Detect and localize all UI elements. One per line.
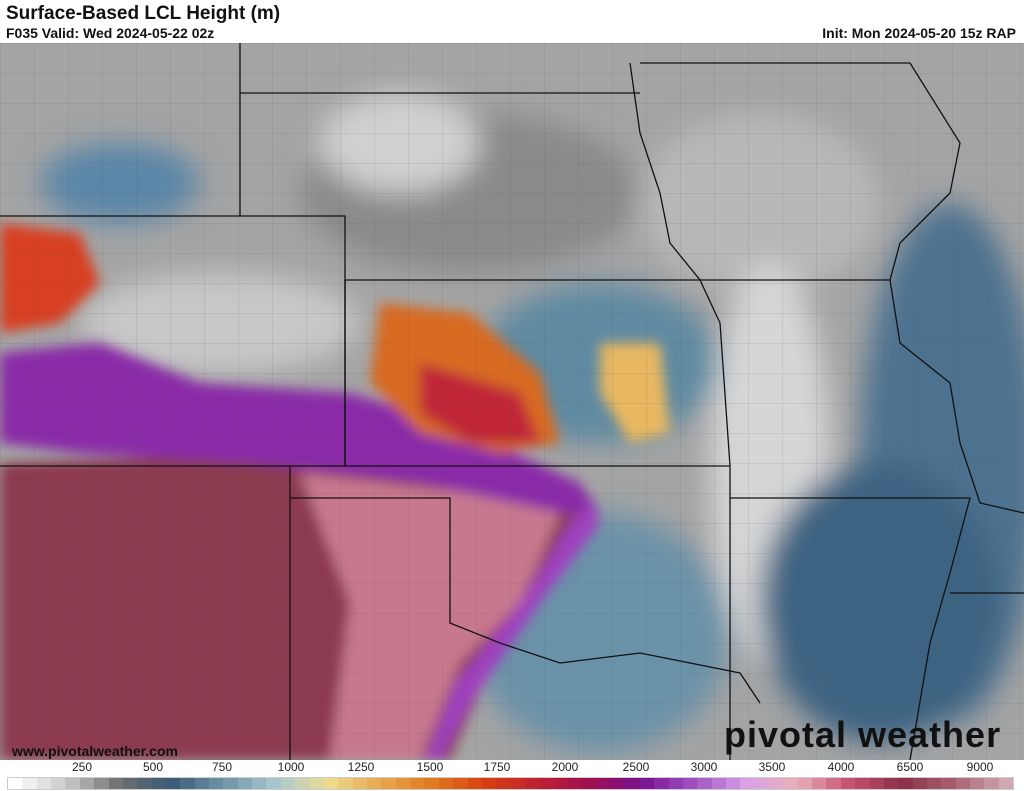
colorbar-swatch: [309, 778, 324, 789]
colorbar-swatch: [481, 778, 497, 789]
colorbar-swatch: [395, 778, 411, 789]
colorbar-swatch: [51, 778, 66, 789]
colorbar-swatch: [898, 778, 913, 789]
colorbar-swatch: [94, 778, 109, 789]
colorbar-swatch: [984, 778, 999, 789]
colorbar-labels: 250 500 750 1000 1250 1500 1750 2000 250…: [0, 760, 1024, 776]
chart-title: Surface-Based LCL Height (m): [6, 3, 281, 24]
colorbar-swatch: [252, 778, 267, 789]
colorbar-swatch: [453, 778, 468, 789]
colorbar-swatch: [79, 778, 95, 789]
colorbar-swatch: [137, 778, 152, 789]
colorbar-tick: 500: [142, 760, 164, 774]
colorbar-swatch: [826, 778, 841, 789]
colorbar-swatch: [122, 778, 138, 789]
colorbar-swatch: [840, 778, 856, 789]
colorbar-swatch: [883, 778, 899, 789]
site-url: www.pivotalweather.com: [12, 743, 178, 759]
colorbar-swatch: [366, 778, 382, 789]
colorbar-swatch: [711, 778, 726, 789]
colorbar-swatch: [970, 778, 985, 789]
colorbar-swatch: [998, 778, 1014, 789]
colorbar-swatch: [869, 778, 884, 789]
colorbar-swatch: [582, 778, 597, 789]
colorbar-swatch: [524, 778, 540, 789]
colorbar-swatch: [611, 778, 626, 789]
colorbar-tick: 1250: [347, 760, 375, 774]
colorbar-swatch: [65, 778, 80, 789]
colorbar-swatch: [510, 778, 525, 789]
colorbar-swatch: [338, 778, 353, 789]
colorbar-tick: 1500: [416, 760, 444, 774]
colorbar-swatch: [108, 778, 123, 789]
colorbar-swatch: [151, 778, 166, 789]
colorbar-swatch: [927, 778, 942, 789]
colorbar-swatch: [180, 778, 195, 789]
colorbar-swatch: [36, 778, 52, 789]
colorbar-swatch: [194, 778, 210, 789]
colorbar-swatch: [654, 778, 669, 789]
colorbar-swatch: [553, 778, 569, 789]
colorbar-swatch: [955, 778, 971, 789]
colorbar-tick: 2000: [551, 760, 579, 774]
colorbar-swatch: [596, 778, 612, 789]
colorbar-swatch: [682, 778, 698, 789]
colorbar-swatch: [209, 778, 224, 789]
colorbar-swatch: [280, 778, 296, 789]
colorbar-swatch: [266, 778, 281, 789]
colorbar-swatch: [467, 778, 482, 789]
colorbar-swatch: [295, 778, 310, 789]
colorbar-swatch: [941, 778, 956, 789]
colorbar-swatch: [855, 778, 870, 789]
colorbar-swatch: [22, 778, 37, 789]
valid-time: F035 Valid: Wed 2024-05-22 02z: [6, 25, 215, 41]
colorbar-swatch: [496, 778, 511, 789]
colorbar-swatch: [639, 778, 655, 789]
colorbar-tick: 1750: [483, 760, 511, 774]
colorbar-swatch: [812, 778, 827, 789]
colorbar-tick: 6500: [896, 760, 924, 774]
colorbar-tick: 750: [211, 760, 233, 774]
colorbar-swatch: [797, 778, 813, 789]
state-borders: [0, 43, 1024, 760]
colorbar-swatch: [668, 778, 683, 789]
colorbar-swatch: [625, 778, 640, 789]
colorbar-tick: 4000: [827, 760, 855, 774]
colorbar-swatch: [223, 778, 238, 789]
colorbar-swatch: [8, 778, 23, 789]
colorbar-swatch: [725, 778, 741, 789]
colorbar-tick: 9000: [966, 760, 994, 774]
colorbar-swatch: [783, 778, 798, 789]
pivotal-weather-logo: pivotal weather: [724, 714, 1002, 755]
colorbar-swatch: [165, 778, 181, 789]
colorbar-swatch: [424, 778, 439, 789]
colorbar-swatch: [323, 778, 339, 789]
colorbar-swatch: [352, 778, 367, 789]
init-time: Init: Mon 2024-05-20 15z RAP: [822, 25, 1016, 41]
colorbar-tick: 2500: [622, 760, 650, 774]
colorbar-swatch: [438, 778, 454, 789]
lcl-height-map: [0, 43, 1024, 760]
colorbar-swatch: [568, 778, 583, 789]
colorbar-swatch: [740, 778, 755, 789]
colorbar-swatch: [539, 778, 554, 789]
colorbar-swatch: [697, 778, 712, 789]
colorbar-tick: 1000: [277, 760, 305, 774]
colorbar-swatch: [237, 778, 253, 789]
colorbar-swatch: [754, 778, 770, 789]
colorbar-swatch: [769, 778, 784, 789]
colorbar-swatch: [381, 778, 396, 789]
colorbar: [7, 777, 1014, 790]
colorbar-tick: 250: [71, 760, 93, 774]
colorbar-tick: 3500: [758, 760, 786, 774]
colorbar-tick: 3000: [690, 760, 718, 774]
colorbar-swatch: [912, 778, 927, 789]
colorbar-swatch: [410, 778, 425, 789]
